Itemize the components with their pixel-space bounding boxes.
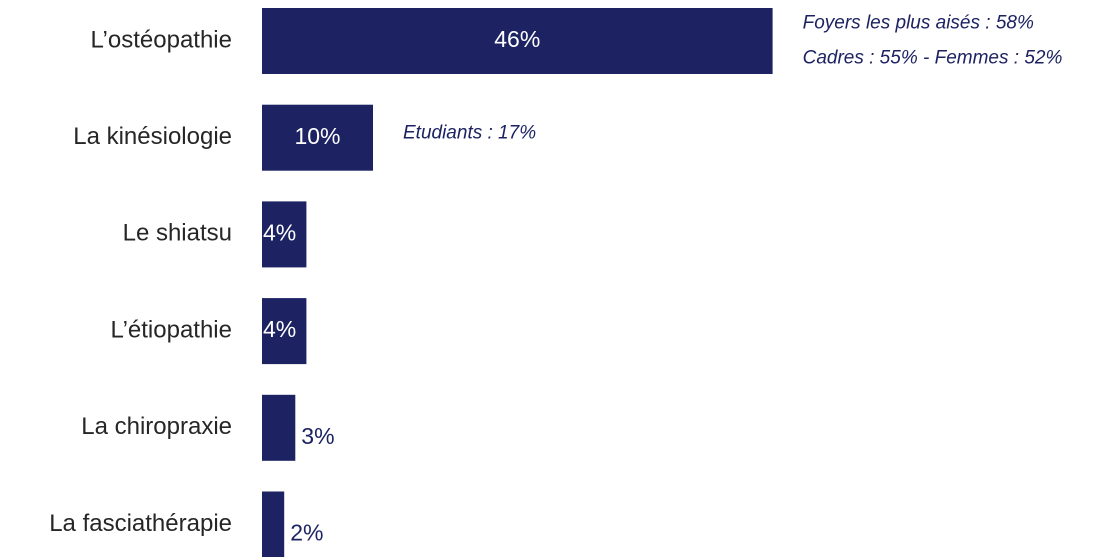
category-label: La kinésiologie	[73, 123, 232, 150]
value-label: 4%	[263, 316, 296, 342]
value-label: 3%	[301, 423, 334, 449]
annotation: Foyers les plus aisés : 58%	[803, 13, 1034, 34]
category-label: L’ostéopathie	[91, 26, 232, 53]
category-label: La fasciathérapie	[49, 510, 232, 537]
value-label: 10%	[294, 123, 340, 149]
category-label: La chiropraxie	[81, 413, 232, 440]
annotation: Cadres : 55% - Femmes : 52%	[803, 48, 1063, 69]
category-label: Le shiatsu	[123, 220, 232, 247]
value-label: 2%	[290, 520, 323, 546]
bar	[262, 298, 307, 365]
bar	[262, 8, 773, 74]
bar	[262, 104, 373, 171]
category-label: L’étiopathie	[111, 316, 232, 343]
bar	[262, 394, 296, 461]
bar	[262, 491, 285, 557]
annotation: Etudiants : 17%	[403, 123, 536, 144]
value-label: 4%	[263, 219, 296, 245]
value-label: 46%	[494, 26, 540, 52]
bar	[262, 201, 307, 268]
